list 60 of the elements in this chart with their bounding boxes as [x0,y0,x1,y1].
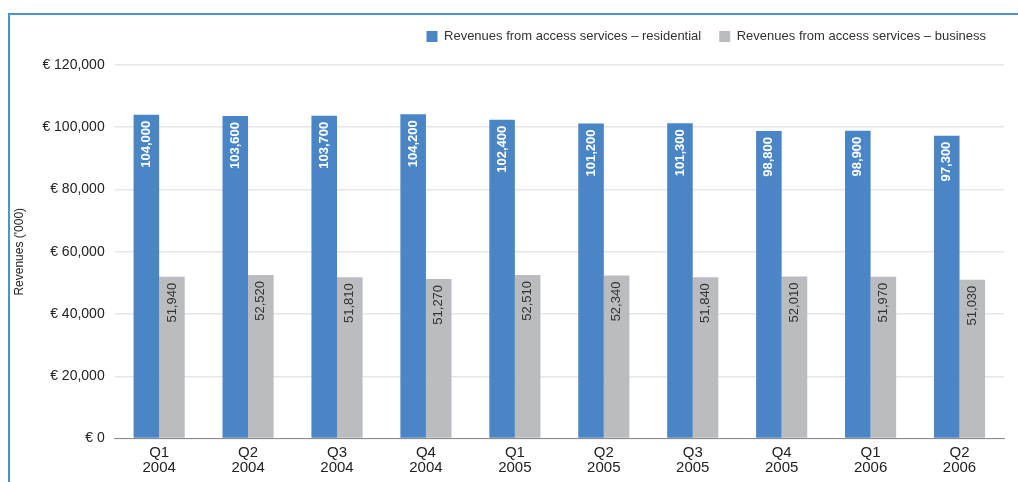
x-tick-label: Q4 2004 [409,442,443,476]
data-label: 52,340 [608,281,624,322]
y-tick-label: € 80,000 [50,180,105,197]
y-tick-label: € 60,000 [50,242,105,259]
bar [400,114,426,438]
x-tick-label: Q3 2005 [676,442,710,476]
bar [248,275,274,438]
y-tick-label: € 100,000 [42,118,105,135]
data-label: 51,840 [697,283,713,323]
legend-label: Revenues from access services – residential [444,28,702,44]
y-tick-label: € 120,000 [42,55,105,72]
bar [425,278,452,438]
data-label: 98,800 [760,136,776,177]
bar [781,276,808,438]
bar [514,275,541,438]
data-label: 101,300 [671,129,687,177]
data-label: 52,010 [786,282,802,323]
x-tick-label: Q4 2005 [764,442,799,476]
data-label: 52,510 [519,281,535,321]
bar [159,276,185,438]
data-label: 51,030 [963,285,979,326]
y-tick-label: € 40,000 [50,304,105,321]
bar [133,114,160,438]
x-tick-label: Q3 2004 [320,442,354,476]
bar [845,130,871,438]
x-tick-label: Q1 2004 [142,442,176,476]
data-label: 51,970 [874,282,890,323]
bar [578,123,604,438]
bar [959,279,986,438]
data-label: 104,000 [137,120,153,168]
data-label: 101,200 [582,129,598,177]
bar [222,116,249,438]
bar [489,119,515,438]
y-tick-label: € 0 [85,429,105,446]
data-label: 52,520 [252,281,268,321]
data-label: 98,900 [849,136,865,177]
bar [933,135,960,438]
data-label: 51,810 [341,283,357,324]
data-label: 97,300 [938,141,954,182]
x-tick-label: Q2 2004 [231,442,265,476]
bar [603,275,630,438]
bar [692,277,719,438]
y-axis-title: Revenues ('000) [11,207,26,296]
data-label: 51,940 [163,282,179,323]
x-tick-label: Q1 2005 [498,442,532,476]
bar [667,123,693,438]
data-label: 102,400 [493,125,509,173]
x-tick-label: Q2 2005 [587,442,621,476]
x-tick-label: Q1 2006 [853,442,888,476]
bar [337,277,363,438]
bar [870,276,897,438]
data-label: 51,270 [430,284,446,325]
bar [311,115,338,438]
bar [756,130,782,438]
data-label: 103,700 [315,121,331,169]
y-tick-label: € 20,000 [50,367,105,384]
data-label: 103,600 [226,122,242,170]
x-tick-label: Q2 2006 [942,442,977,476]
legend-label: Revenues from access services – business [736,28,987,44]
data-label: 104,200 [404,120,420,168]
